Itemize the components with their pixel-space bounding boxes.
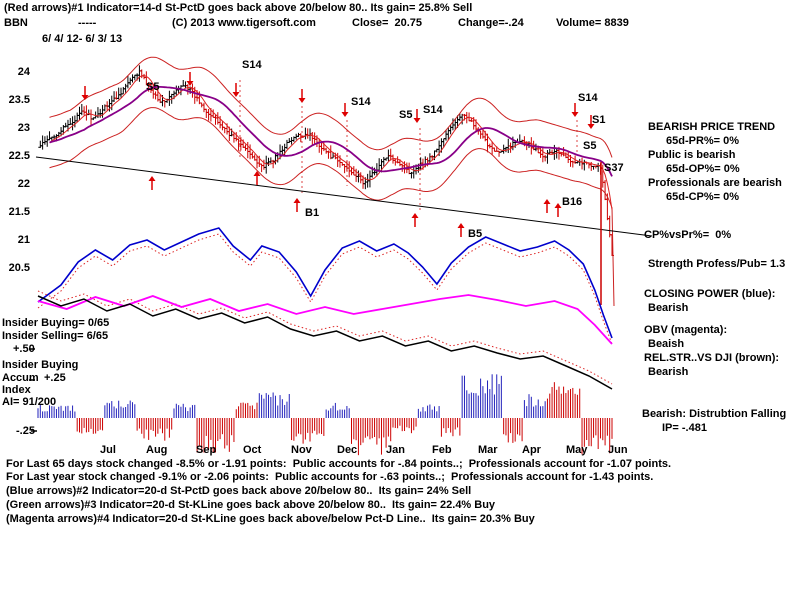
insider-buying-label: Insider Buying	[2, 359, 79, 371]
closing-power-state: Bearish	[648, 302, 689, 314]
accum-scale-plus25: +.25	[44, 372, 66, 384]
close-value: Close= 20.75	[352, 17, 423, 29]
pr-percent: 65d-PR%= 0%	[666, 135, 740, 147]
obv-state: Beaish	[648, 338, 685, 350]
op-percent: 65d-OP%= 0%	[666, 163, 740, 175]
price-trend-header: BEARISH PRICE TREND	[648, 121, 776, 133]
obv-header: OBV (magenta):	[644, 324, 728, 336]
volume-value: Volume= 8839	[556, 17, 629, 29]
copyright-text: (C) 2013 www.tigersoft.com	[172, 17, 316, 29]
blue-arrows-indicator-legend: (Blue arrows)#2 Indicator=20-d St-PctD g…	[6, 485, 472, 497]
cp-percent: 65d-CP%= 0%	[666, 191, 740, 203]
change-value: Change=-.24	[458, 17, 524, 29]
magenta-arrows-indicator-legend: (Magenta arrows)#4 Indicator=20-d St-KLi…	[6, 513, 535, 525]
professionals-state: Professionals are bearish	[648, 177, 782, 189]
strength-ratio: Strength Profess/Pub= 1.3	[648, 258, 786, 270]
cp-vs-pr: CP%vsPr%= 0%	[644, 229, 732, 241]
insider-selling-count: Insider Selling= 6/65	[2, 330, 109, 342]
ai-value: AI= 91/200	[2, 396, 57, 408]
rel-str-state: Bearish	[648, 366, 689, 378]
accum-label: Accum	[2, 372, 39, 384]
ip-value: IP= -.481	[662, 422, 707, 434]
distribution-state: Bearish: Distrubtion Falling	[642, 408, 787, 420]
footer-65day-summary: For Last 65 days stock changed -8.5% or …	[6, 458, 672, 470]
rel-str-header: REL.STR..VS DJI (brown):	[644, 352, 780, 364]
green-arrows-indicator-legend: (Green arrows)#3 Indicator=20-d St-KLine…	[6, 499, 496, 511]
accum-scale-plus50: +.50	[13, 343, 35, 355]
accum-scale-minus25: -.25	[16, 425, 35, 437]
footer-year-summary: For Last year stock changed -9.1% or -2.…	[6, 471, 654, 483]
date-range: 6/ 4/ 12- 6/ 3/ 13	[42, 33, 123, 45]
red-arrows-indicator-legend: (Red arrows)#1 Indicator=14-d St-PctD go…	[4, 2, 473, 14]
index-label: Index	[2, 384, 31, 396]
insider-buying-count: Insider Buying= 0/65	[2, 317, 110, 329]
ticker-dashes: -----	[78, 17, 97, 29]
closing-power-header: CLOSING POWER (blue):	[644, 288, 776, 300]
ticker-symbol: BBN	[4, 17, 28, 29]
public-state: Public is bearish	[648, 149, 736, 161]
